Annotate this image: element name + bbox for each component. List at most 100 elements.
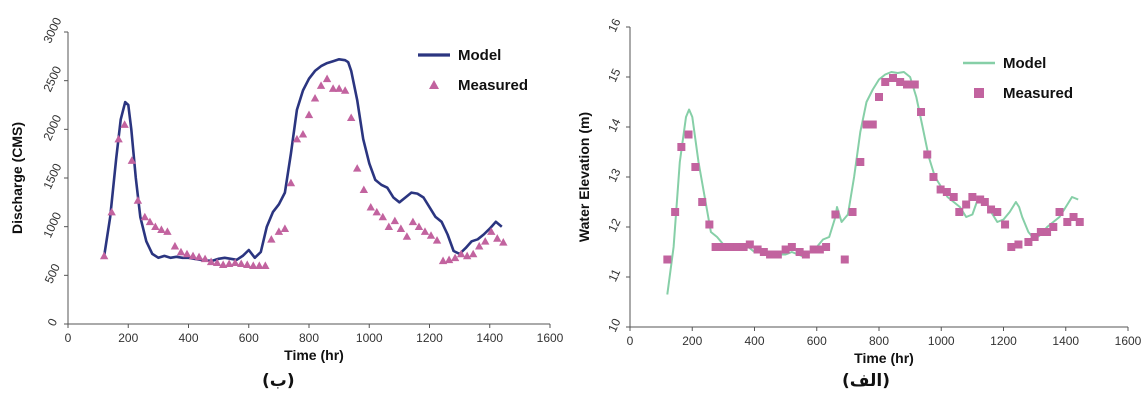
measured-point: [378, 212, 388, 221]
measured-point: [787, 243, 796, 251]
measured-point: [875, 93, 883, 101]
measured-point: [120, 120, 129, 128]
measured-point: [936, 185, 945, 194]
measured-point: [438, 256, 448, 265]
legend-measured-swatch: [429, 80, 439, 89]
measured-point: [691, 163, 700, 171]
measured-point: [390, 216, 400, 225]
measured-point: [163, 227, 172, 235]
y-tick-label: 2000: [40, 112, 64, 142]
legend-model-label: Model: [1003, 55, 1046, 72]
measured-point: [176, 247, 186, 256]
measured-point: [1030, 233, 1039, 241]
measured-point: [923, 150, 932, 159]
measured-point: [468, 249, 478, 258]
measured-point: [267, 235, 276, 243]
measured-point: [462, 251, 472, 260]
measured-point: [773, 250, 782, 259]
legend-measured-swatch: [974, 88, 984, 98]
x-tick-label: 0: [627, 334, 634, 348]
measured-point: [980, 198, 989, 206]
measured-point: [432, 236, 442, 244]
y-tick-label: 1500: [40, 161, 64, 191]
x-tick-label: 200: [118, 331, 138, 345]
legend-model-label: Model: [458, 47, 501, 64]
measured-point: [151, 222, 160, 231]
right-chart-caption: (الف): [842, 371, 891, 391]
measured-point: [310, 93, 320, 102]
measured-point: [218, 260, 228, 268]
measured-point: [340, 86, 350, 94]
measured-point: [987, 205, 996, 214]
measured-point: [929, 173, 938, 181]
left-chart-caption: (ب): [262, 371, 295, 391]
measured-point: [766, 250, 775, 259]
measured-point: [801, 250, 810, 259]
measured-point: [450, 253, 460, 262]
measured-point: [1001, 220, 1010, 229]
measured-point: [402, 232, 412, 240]
measured-point: [224, 259, 234, 268]
measured-point: [1063, 218, 1072, 226]
measured-point: [903, 80, 912, 89]
x-tick-label: 1400: [476, 331, 503, 345]
measured-point: [955, 208, 964, 216]
x-tick-label: 600: [239, 331, 259, 345]
measured-point: [107, 207, 116, 216]
y-tick-label: 2500: [40, 64, 64, 94]
discharge-chart: 0 200 400 600 800 1000 1200 1400 1600 0 500 1000 150…: [9, 15, 564, 363]
measured-point: [663, 255, 672, 264]
measured-point: [372, 207, 381, 216]
measured-point: [881, 78, 890, 86]
measured-point: [1036, 228, 1045, 236]
measured-point: [261, 261, 270, 269]
x-tick-label: 800: [869, 334, 889, 348]
measured-point: [396, 224, 406, 232]
measured-point: [719, 243, 728, 251]
measured-point: [99, 251, 109, 260]
water-elevation-chart-panel: 0 200 400 600 800 1000 1200 1400 1600 10 11 12 13 14 1…: [575, 0, 1145, 398]
measured-point: [677, 143, 686, 151]
measured-point: [753, 245, 762, 254]
measured-point: [456, 249, 466, 258]
measured-point: [286, 178, 296, 187]
measured-point: [359, 185, 369, 194]
measured-point: [304, 110, 314, 119]
x-axis-title: Time (hr): [854, 350, 914, 366]
y-tick-label: 16: [605, 16, 623, 34]
measured-point: [499, 238, 508, 246]
x-tick-label: 1000: [928, 334, 955, 348]
measured-point: [733, 243, 742, 251]
y-tick-label: 12: [605, 216, 623, 234]
measured-point: [968, 193, 977, 201]
measured-point: [292, 134, 302, 143]
measured-point: [1043, 228, 1052, 236]
measured-point: [705, 220, 714, 229]
x-tick-label: 400: [178, 331, 198, 345]
y-tick-label: 500: [42, 261, 63, 285]
measured-point: [976, 195, 985, 204]
y-tick-label: 15: [605, 66, 623, 84]
measured-point: [414, 222, 424, 231]
measured-point: [316, 81, 326, 89]
measured-point: [280, 224, 290, 232]
measured-point: [840, 255, 849, 264]
measured-point: [140, 212, 150, 221]
measured-point: [237, 259, 246, 268]
measured-point: [366, 203, 375, 211]
y-tick-label: 3000: [40, 15, 64, 45]
x-tick-label: 1000: [356, 331, 383, 345]
measured-point: [334, 84, 344, 92]
measured-point: [781, 245, 790, 254]
model-series-line: [666, 71, 1079, 295]
measured-point: [353, 164, 362, 172]
measured-point: [795, 248, 804, 256]
x-tick-label: 200: [682, 334, 702, 348]
measured-point: [889, 74, 898, 82]
y-axis-title: Discharge (CMS): [9, 122, 25, 234]
water-elevation-chart: 0 200 400 600 800 1000 1200 1400 1600 10 11 12 13 14 1…: [576, 16, 1142, 366]
measured-point: [212, 258, 222, 267]
measured-point: [493, 234, 502, 242]
measured-point: [298, 130, 308, 138]
measured-point: [910, 80, 919, 89]
